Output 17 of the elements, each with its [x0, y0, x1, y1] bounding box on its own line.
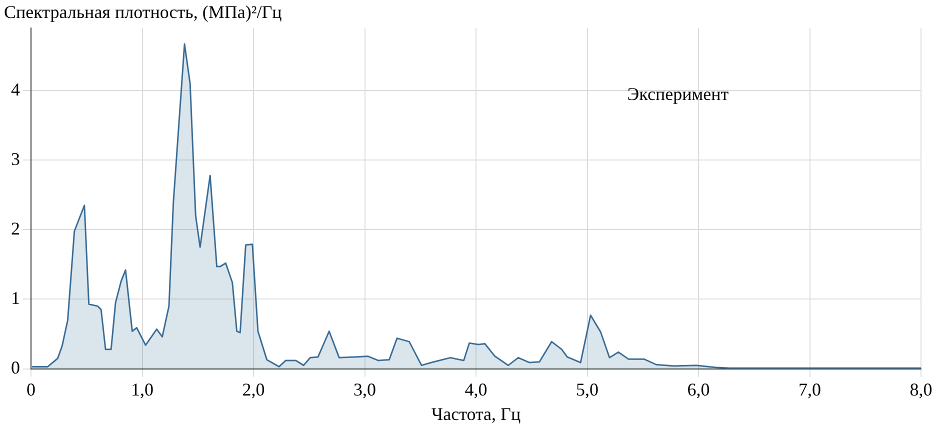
y-tick-label: 3 — [11, 148, 20, 169]
x-tick-label: 7,0 — [798, 379, 821, 400]
y-tick-label: 4 — [11, 79, 20, 100]
x-tick-label: 2,0 — [242, 379, 265, 400]
x-tick-label: 1,0 — [131, 379, 154, 400]
x-tick-label: 3,0 — [354, 379, 376, 400]
x-axis-title: Частота, Гц — [431, 404, 521, 424]
x-tick-label: 4,0 — [464, 379, 488, 400]
x-tick-label: 0 — [26, 379, 36, 400]
y-tick-label: 1 — [11, 288, 20, 308]
x-tick-label: 8,0 — [910, 379, 932, 400]
y-axis-title: Спектральная плотность, (МПа)²/Гц — [4, 2, 282, 23]
annotation: Эксперимент — [627, 84, 729, 104]
x-tick-label: 5,0 — [576, 379, 598, 400]
y-tick-label: 2 — [11, 218, 20, 238]
y-tick-label: 0 — [11, 358, 20, 378]
x-tick-label: 6,0 — [687, 379, 710, 400]
